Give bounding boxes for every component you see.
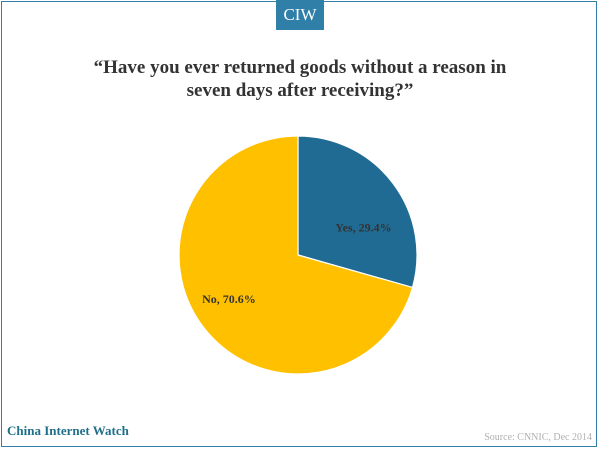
chart-title: “Have you ever returned goods without a … — [60, 56, 540, 102]
pie-slice-label-1: No, 70.6% — [202, 292, 256, 306]
chart-title-line-1: “Have you ever returned goods without a … — [93, 57, 507, 78]
pie-slice-0 — [297, 135, 418, 289]
footer-source: Source: CNNIC, Dec 2014 — [484, 432, 592, 443]
footer-brand: China Internet Watch — [7, 423, 129, 438]
chart-title-line-2: seven days after receiving?” — [186, 80, 414, 101]
ciw-logo-badge: CIW — [276, 0, 324, 30]
pie-slice-1 — [178, 135, 414, 375]
pie-slice-label-0: Yes, 29.4% — [335, 221, 391, 235]
